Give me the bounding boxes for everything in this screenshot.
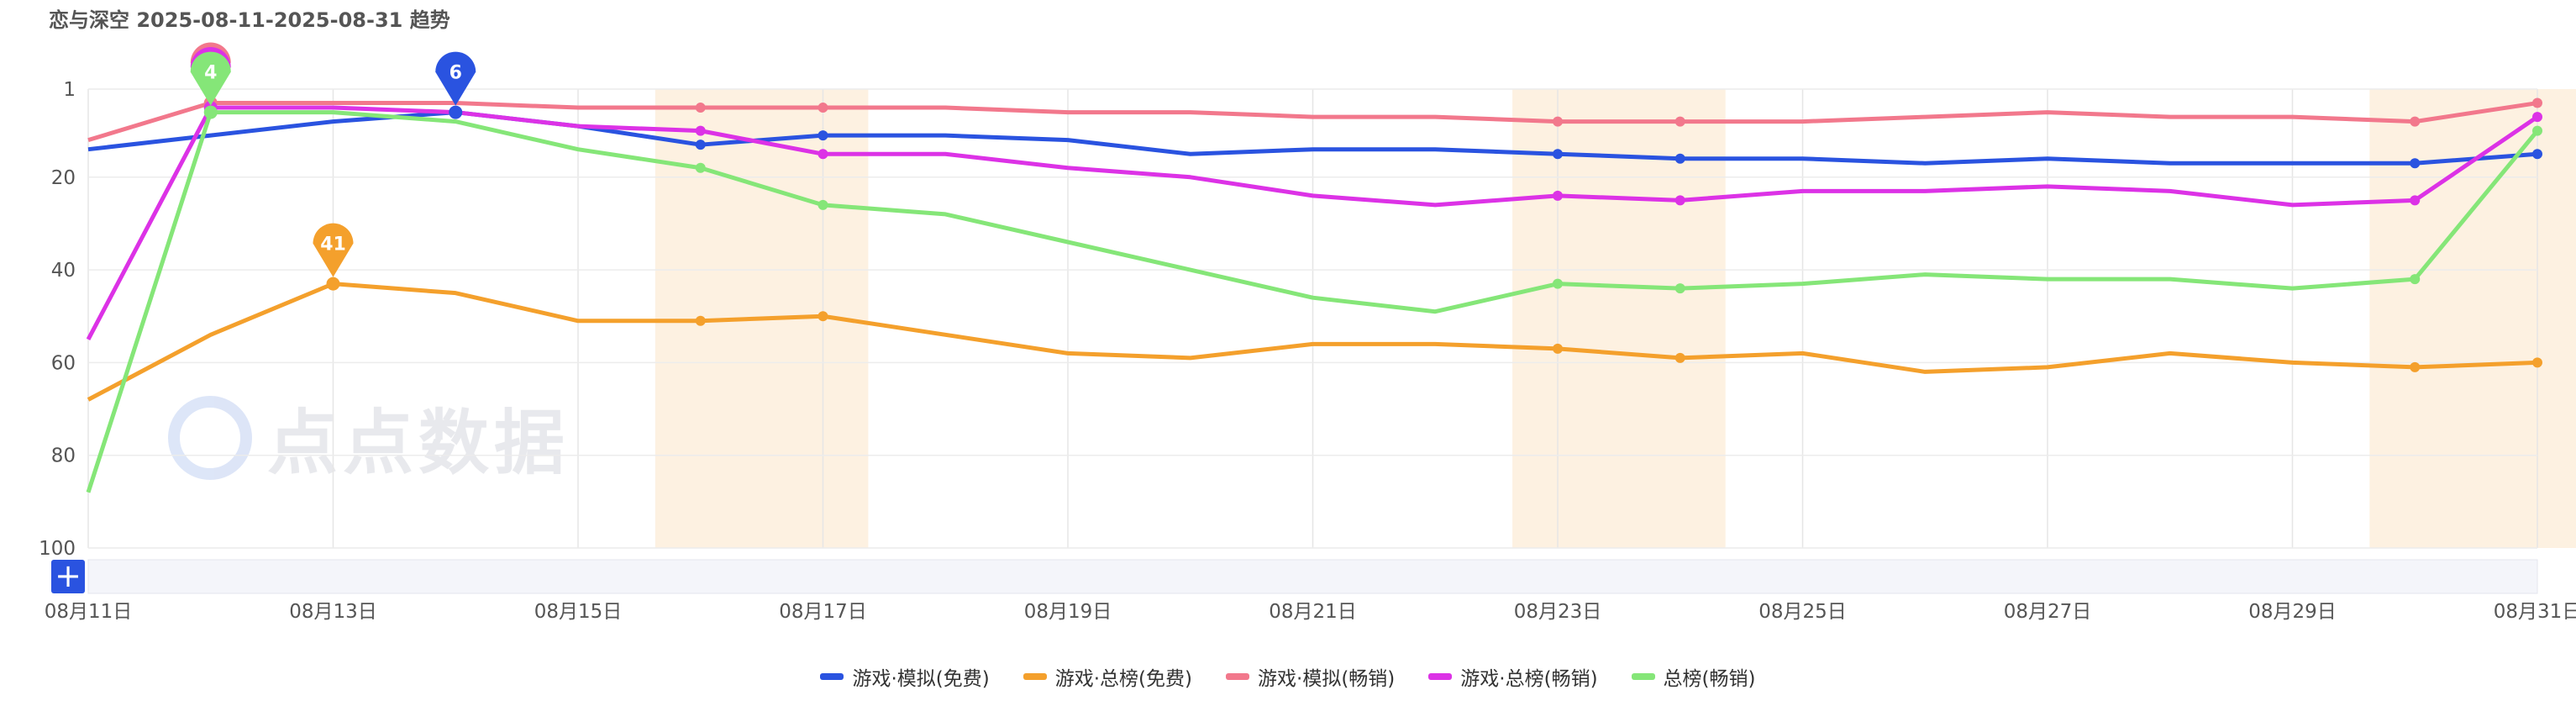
- data-point[interactable]: [2532, 357, 2542, 368]
- x-tick-label: 08月17日: [779, 601, 867, 623]
- data-point[interactable]: [1674, 352, 1685, 363]
- x-tick-label: 08月11日: [45, 601, 133, 623]
- data-point[interactable]: [695, 162, 706, 173]
- data-point[interactable]: [2410, 158, 2421, 169]
- data-point[interactable]: [695, 315, 706, 326]
- data-zoom-slider[interactable]: [87, 559, 2538, 594]
- marker-point[interactable]: [203, 105, 218, 119]
- data-point[interactable]: [2410, 361, 2421, 372]
- legend-item[interactable]: 总榜(畅销): [1631, 662, 1756, 691]
- data-point[interactable]: [2532, 149, 2542, 160]
- x-tick-label: 08月15日: [534, 601, 623, 623]
- legend-label: 游戏·模拟(免费): [852, 668, 990, 690]
- data-point[interactable]: [1674, 283, 1685, 294]
- data-point[interactable]: [2532, 112, 2542, 123]
- legend-item[interactable]: 游戏·总榜(畅销): [1428, 662, 1598, 691]
- legend-label: 游戏·总榜(免费): [1054, 668, 1193, 690]
- chart-title: 恋与深空 2025-08-11-2025-08-31 趋势: [49, 8, 450, 32]
- y-tick-label: 1: [63, 79, 76, 101]
- legend-swatch: [820, 673, 844, 680]
- legend-swatch: [1428, 673, 1453, 680]
- data-point[interactable]: [817, 130, 828, 141]
- legend-label: 总榜(畅销): [1663, 668, 1756, 690]
- data-point[interactable]: [1553, 343, 1563, 354]
- watermark: 点点数据: [168, 387, 570, 488]
- data-point[interactable]: [2410, 116, 2421, 127]
- data-point[interactable]: [2532, 97, 2542, 108]
- marker-label: 4: [204, 63, 217, 84]
- y-tick-label: 40: [51, 260, 76, 282]
- series-line: [87, 282, 2538, 402]
- data-point[interactable]: [817, 103, 828, 113]
- legend-swatch: [1023, 673, 1047, 680]
- legend-item[interactable]: 游戏·总榜(免费): [1023, 662, 1192, 691]
- line-chart: 08月11日 08月13日 08月15日 08月17日 08月19日 08月21日 08月2…: [39, 42, 2576, 623]
- marker-label: 6: [449, 63, 462, 84]
- legend-swatch: [1631, 673, 1655, 680]
- marker-point[interactable]: [449, 105, 463, 119]
- x-tick-label: 08月29日: [2248, 601, 2337, 623]
- data-point[interactable]: [2410, 274, 2421, 285]
- zoom-add-button[interactable]: +: [51, 560, 85, 593]
- data-point[interactable]: [1553, 149, 1563, 160]
- series-line: [86, 110, 2539, 493]
- data-point[interactable]: [1553, 278, 1563, 289]
- shaded-range-2: [2369, 89, 2576, 548]
- legend-item[interactable]: 游戏·模拟(畅销): [1226, 662, 1395, 691]
- data-point[interactable]: [2532, 125, 2542, 136]
- data-point[interactable]: [1674, 195, 1685, 206]
- data-point[interactable]: [695, 125, 706, 136]
- marker-point[interactable]: [326, 277, 340, 291]
- marker-pin[interactable]: [435, 51, 476, 106]
- shaded-range-1: [1512, 89, 1726, 548]
- y-tick-label: 20: [51, 167, 76, 189]
- data-point[interactable]: [817, 199, 828, 210]
- series-line: [87, 101, 2538, 143]
- data-point[interactable]: [1674, 116, 1685, 127]
- x-tick-label: 08月13日: [289, 601, 377, 623]
- y-tick-label: 80: [51, 445, 76, 467]
- x-tick-label: 08月25日: [1759, 601, 1847, 623]
- y-tick-label: 60: [51, 352, 76, 374]
- series-line: [86, 105, 2539, 340]
- data-point[interactable]: [817, 311, 828, 322]
- data-point[interactable]: [817, 149, 828, 160]
- data-point[interactable]: [1553, 116, 1563, 127]
- watermark-text: 点点数据: [267, 402, 570, 484]
- x-tick-label: 08月31日: [2494, 601, 2576, 623]
- legend-item[interactable]: 游戏·模拟(免费): [820, 662, 990, 691]
- data-point[interactable]: [1553, 190, 1563, 201]
- x-tick-label: 08月27日: [2004, 601, 2092, 623]
- legend: 游戏·模拟(免费) 游戏·总榜(免费) 游戏·模拟(畅销) 游戏·总榜(畅销) 总榜(畅…: [0, 662, 2576, 691]
- data-point[interactable]: [1674, 153, 1685, 164]
- marker-label: 41: [320, 234, 346, 256]
- x-tick-label: 08月21日: [1269, 601, 1357, 623]
- data-point[interactable]: [695, 140, 706, 150]
- data-point[interactable]: [2410, 195, 2421, 206]
- marker-pin[interactable]: [313, 223, 354, 277]
- legend-swatch: [1226, 673, 1250, 680]
- x-tick-label: 08月23日: [1514, 601, 1602, 623]
- x-tick-label: 08月19日: [1024, 601, 1112, 623]
- marker-pin[interactable]: [190, 51, 231, 106]
- legend-label: 游戏·总榜(畅销): [1460, 668, 1598, 690]
- y-tick-label: 100: [39, 538, 76, 560]
- data-point[interactable]: [695, 103, 706, 113]
- legend-label: 游戏·模拟(畅销): [1258, 668, 1396, 690]
